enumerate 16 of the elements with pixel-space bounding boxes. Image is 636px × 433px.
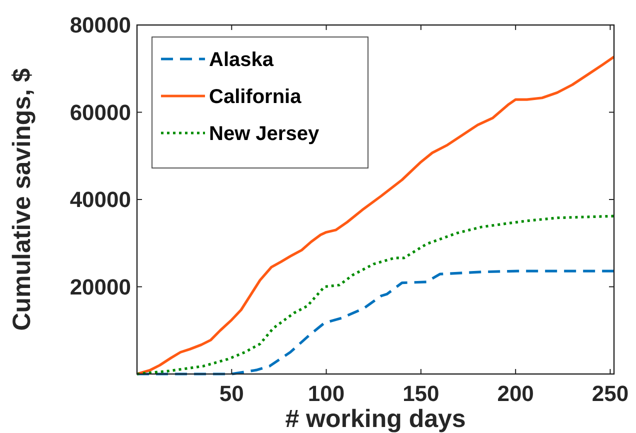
x-tick-label: 50 (219, 381, 244, 406)
legend-label: New Jersey (209, 123, 320, 145)
y-tick-label: 40000 (70, 187, 131, 212)
x-axis-title: # working days (285, 405, 466, 433)
y-tick-label: 20000 (70, 274, 131, 300)
x-tick-label: 150 (402, 381, 440, 406)
line-series (136, 270, 616, 376)
x-tick-label: 100 (308, 381, 345, 406)
x-tick-label: 200 (497, 381, 534, 406)
y-tick-label: 80000 (70, 12, 131, 38)
line-series (136, 214, 616, 376)
legend-label: Alaska (209, 49, 274, 71)
y-axis-title: Cumulative savings, $ (8, 68, 36, 331)
legend-label: California (209, 86, 302, 108)
y-tick-label: 60000 (70, 100, 131, 125)
x-tick-label: 250 (592, 381, 629, 406)
